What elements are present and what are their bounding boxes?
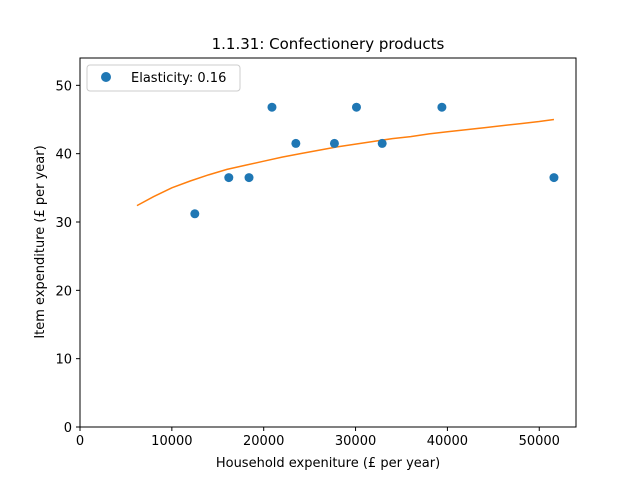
data-point — [224, 173, 234, 183]
x-tick-label: 50000 — [519, 434, 560, 449]
data-point — [329, 138, 339, 148]
y-tick-label: 50 — [55, 79, 72, 94]
data-point — [244, 173, 254, 183]
plot-area — [136, 102, 559, 219]
x-axis: 0 10000 20000 30000 40000 50000 — [76, 427, 560, 449]
data-point — [267, 102, 277, 112]
legend: Elasticity: 0.16 — [86, 64, 241, 92]
data-point — [549, 173, 559, 183]
x-tick-label: 10000 — [151, 434, 192, 449]
y-tick-label: 10 — [55, 353, 72, 368]
x-tick-label: 0 — [76, 434, 84, 449]
legend-marker — [101, 72, 111, 82]
y-axis: 0 10 20 30 40 50 — [55, 79, 80, 436]
data-point — [291, 138, 301, 148]
legend-label: Elasticity: 0.16 — [131, 71, 226, 86]
y-axis-label: Item expenditure (£ per year) — [33, 145, 48, 338]
y-tick-label: 30 — [55, 216, 72, 231]
x-tick-label: 30000 — [335, 434, 376, 449]
data-point — [437, 102, 447, 112]
y-tick-label: 40 — [55, 148, 72, 163]
y-tick-label: 20 — [55, 284, 72, 299]
fit-curve — [136, 118, 555, 207]
data-point — [190, 209, 200, 219]
chart-title: 1.1.31: Confectionery products — [212, 35, 445, 53]
x-axis-label: Household expeniture (£ per year) — [216, 456, 440, 471]
axes-frame — [79, 57, 577, 428]
data-point — [377, 138, 387, 148]
x-tick-label: 20000 — [243, 434, 284, 449]
data-point — [351, 102, 361, 112]
x-tick-label: 40000 — [427, 434, 468, 449]
legend-box — [86, 64, 241, 92]
y-tick-label: 0 — [64, 421, 72, 436]
